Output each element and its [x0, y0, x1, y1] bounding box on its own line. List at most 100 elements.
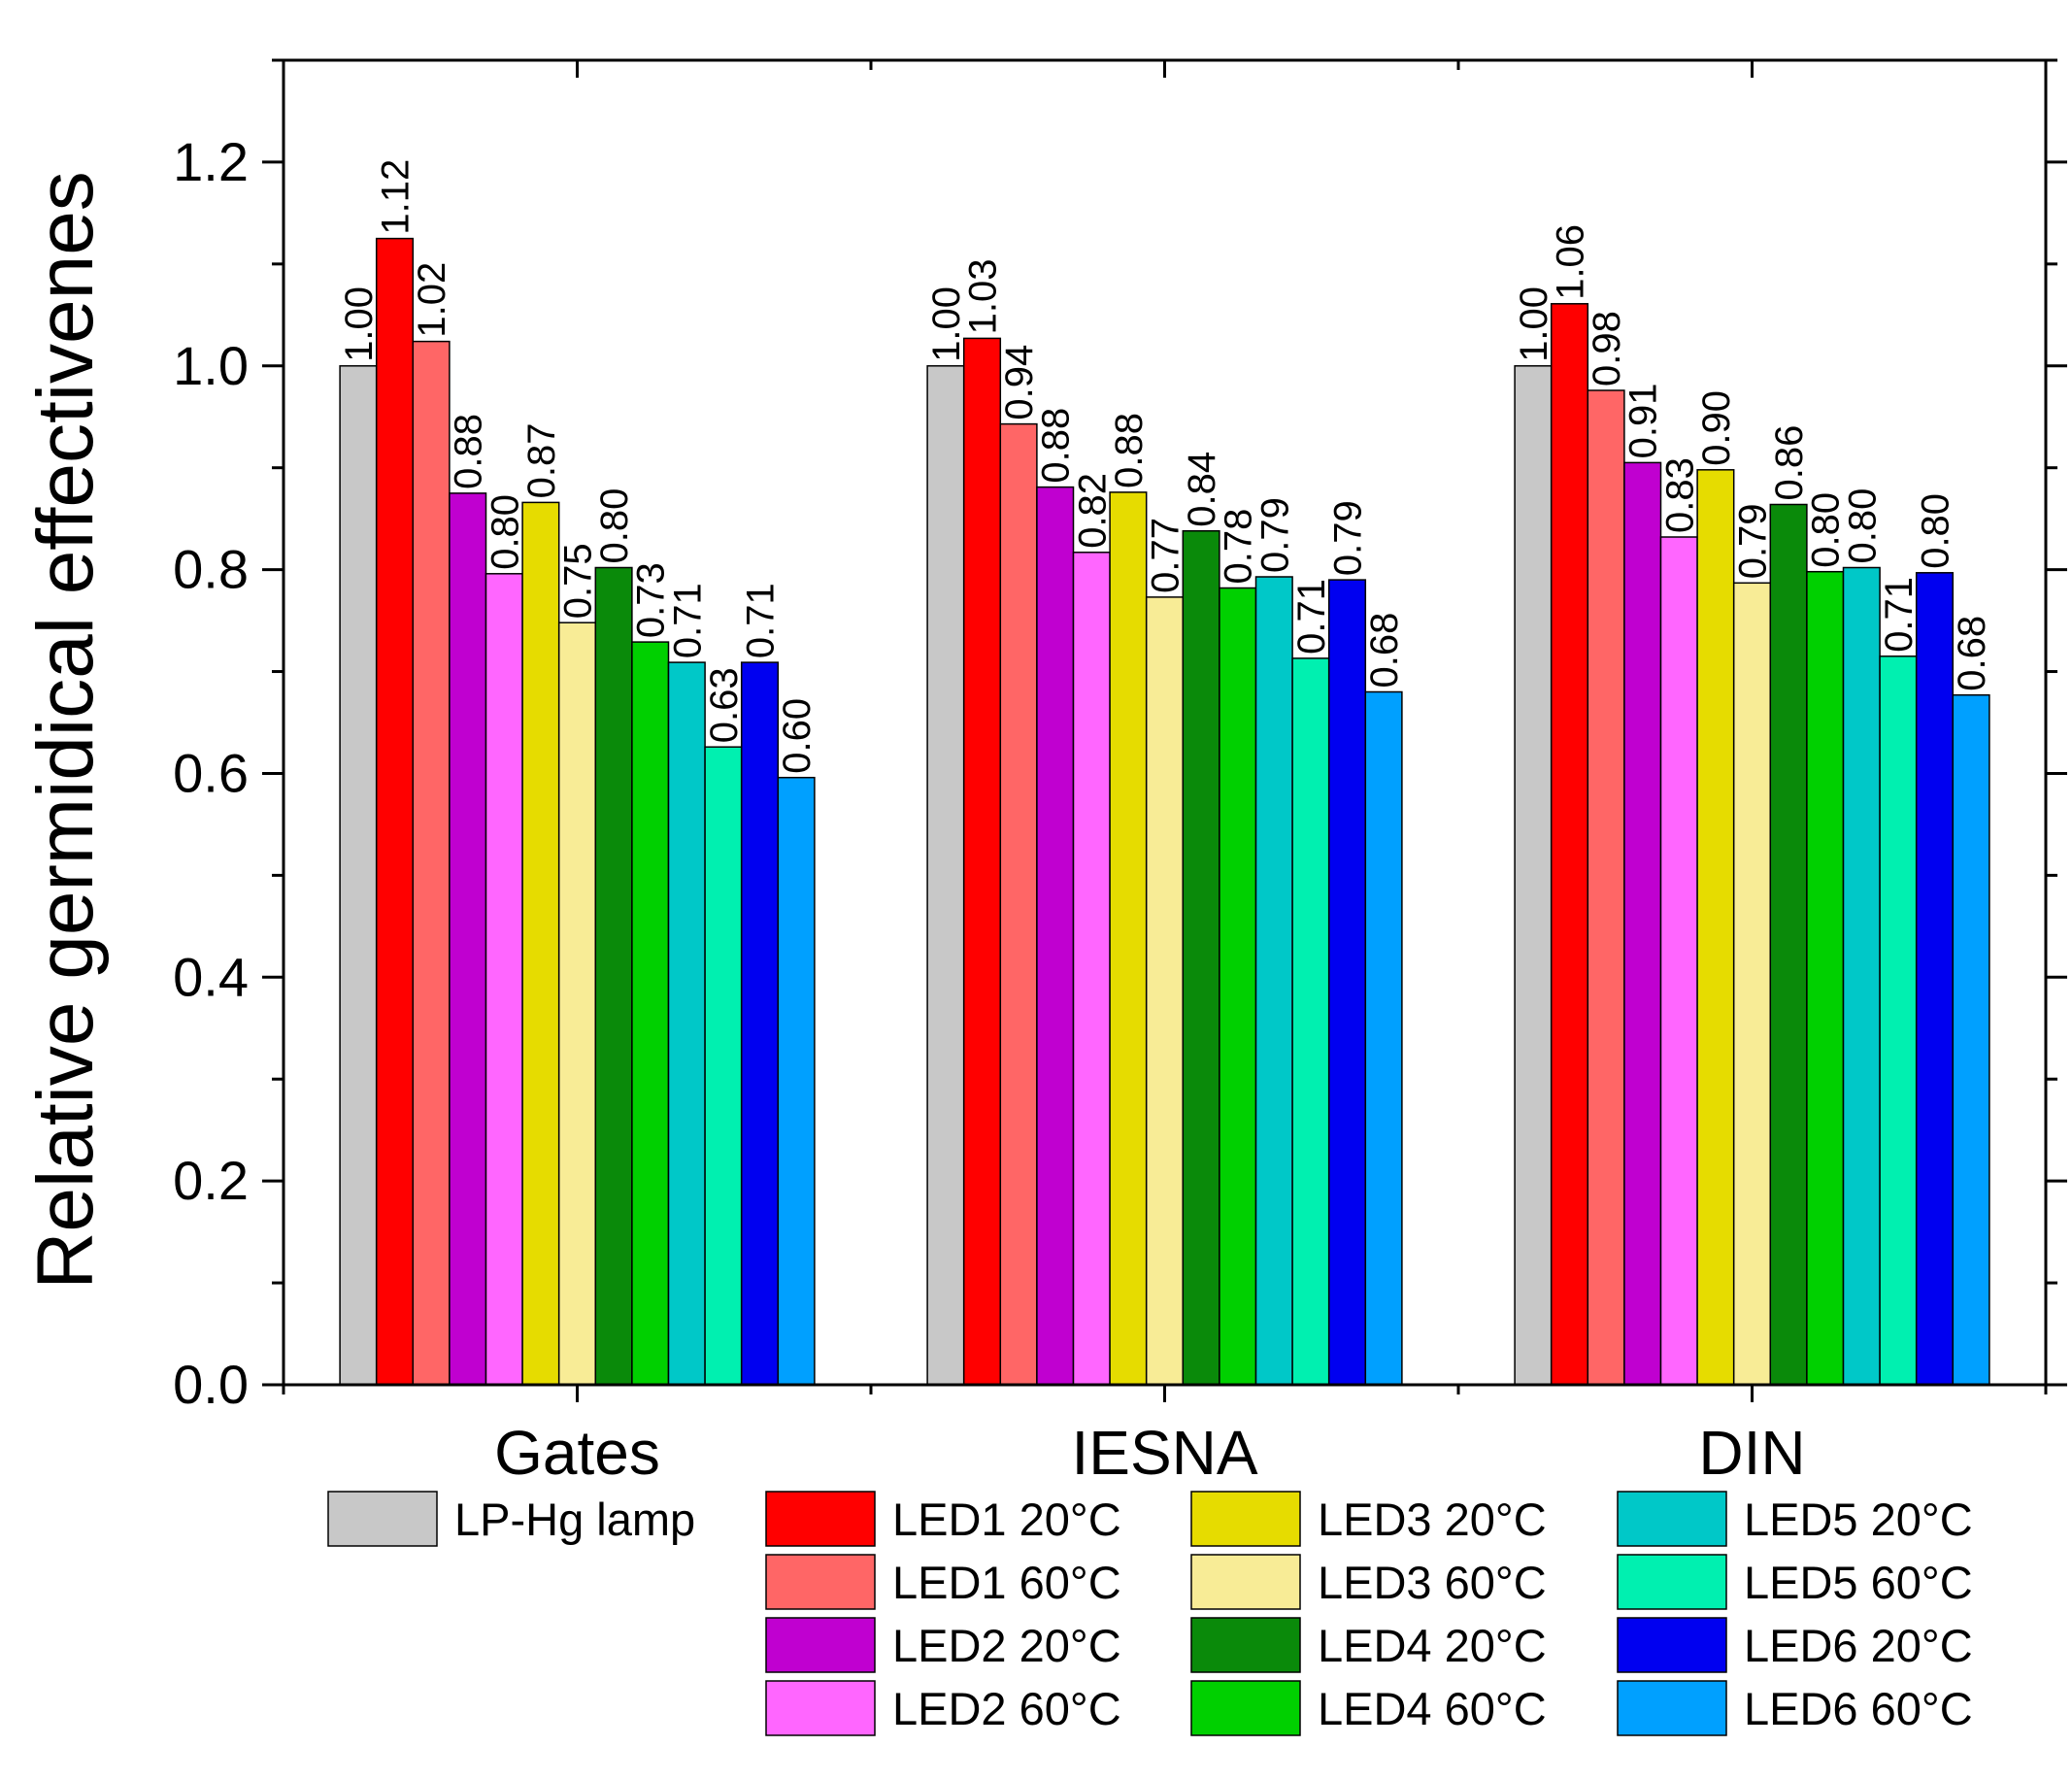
bar-iesna-8: [1219, 587, 1257, 1386]
data-label: 0.68: [1363, 613, 1406, 688]
bar-din-0: [1514, 365, 1553, 1386]
data-label: 0.73: [630, 562, 673, 638]
data-label: 1.02: [411, 262, 453, 338]
data-label: 0.71: [1290, 579, 1333, 655]
bar-din-6: [1732, 582, 1772, 1386]
bar-gates-5: [521, 501, 560, 1386]
data-label: 0.80: [1915, 493, 1957, 569]
data-label: 0.83: [1658, 457, 1701, 533]
data-label: 0.71: [1878, 577, 1921, 653]
data-label: 0.79: [1327, 500, 1370, 576]
x-tick-label: DIN: [1698, 1418, 1805, 1488]
bar-iesna-0: [926, 365, 965, 1386]
legend-label: LED3 60°C: [1318, 1557, 1547, 1608]
legend-swatch: [1617, 1680, 1727, 1736]
legend-swatch: [1617, 1617, 1727, 1673]
bar-gates-11: [740, 661, 780, 1386]
x-tick-label: Gates: [494, 1418, 660, 1488]
legend-swatch: [765, 1491, 876, 1547]
data-label: 1.06: [1550, 224, 1592, 300]
data-label: 0.77: [1145, 518, 1187, 593]
bar-din-7: [1769, 503, 1808, 1386]
bar-din-8: [1806, 570, 1845, 1386]
legend-label: LED6 60°C: [1744, 1683, 1973, 1734]
data-label: 0.78: [1218, 509, 1260, 585]
legend-label: LED3 20°C: [1318, 1494, 1547, 1545]
bar-gates-4: [485, 573, 523, 1386]
data-label: 1.00: [338, 286, 381, 362]
bar-din-10: [1879, 655, 1918, 1386]
bar-gates-8: [631, 641, 670, 1386]
legend-swatch: [1190, 1617, 1301, 1673]
legend-label: LED2 20°C: [892, 1620, 1121, 1671]
data-label: 0.90: [1695, 390, 1738, 466]
data-label: 0.82: [1071, 473, 1114, 549]
data-label: 1.03: [962, 259, 1005, 335]
legend-swatch: [765, 1617, 876, 1673]
data-label: 0.87: [520, 423, 563, 499]
y-tick-label: 0.6: [173, 742, 249, 803]
legend-label: LED5 20°C: [1744, 1494, 1973, 1545]
data-label: 0.88: [1108, 413, 1151, 488]
bar-din-4: [1659, 536, 1698, 1386]
data-label: 0.75: [557, 543, 600, 619]
data-label: 0.80: [1841, 488, 1884, 564]
y-tick-label: 1.0: [173, 335, 249, 396]
data-label: 0.60: [776, 698, 819, 774]
data-label: 0.88: [448, 414, 490, 489]
bar-gates-12: [777, 776, 816, 1386]
bar-iesna-4: [1072, 552, 1111, 1386]
y-tick-label: 0.4: [173, 946, 249, 1007]
bar-din-12: [1952, 693, 1990, 1386]
data-label: 0.80: [593, 488, 636, 564]
bar-iesna-11: [1327, 579, 1367, 1386]
data-label: 0.80: [1805, 492, 1848, 568]
data-label: 0.79: [1253, 497, 1296, 573]
axes: Gates IESNA DIN 0.0 0.2 0.4 0.6 0.8 1.0 1.2: [173, 58, 2067, 1488]
y-axis-label: Relative germidical effectivenes: [21, 171, 110, 1290]
bar-iesna-1: [962, 337, 1002, 1386]
bar-iesna-6: [1145, 596, 1185, 1386]
data-label: 1.00: [1513, 286, 1555, 362]
data-label: 0.88: [1035, 408, 1078, 484]
data-label: 1.00: [925, 286, 968, 362]
bar-gates-9: [667, 661, 706, 1386]
bar-din-11: [1915, 572, 1955, 1386]
data-label: 0.94: [998, 345, 1041, 420]
y-tick-label: 0.8: [173, 539, 249, 600]
data-label: 0.71: [666, 583, 709, 658]
bar-gates-3: [449, 492, 487, 1386]
data-label: 0.71: [740, 583, 783, 658]
legend-label: LED1 20°C: [892, 1494, 1121, 1545]
bar-iesna-9: [1254, 576, 1293, 1386]
data-label: 0.98: [1586, 311, 1628, 386]
legend-swatch: [1190, 1554, 1301, 1610]
y-tick-label: 0.2: [173, 1150, 249, 1211]
y-tick-label: 0.0: [173, 1354, 249, 1415]
data-label: 0.79: [1732, 503, 1775, 579]
bar-din-1: [1550, 303, 1589, 1386]
data-label: 0.91: [1622, 384, 1665, 459]
legend-swatch: [1190, 1680, 1301, 1736]
legend-swatch: [765, 1680, 876, 1736]
bar-gates-6: [557, 621, 597, 1386]
plot-frame: [282, 58, 2048, 1387]
bar-iesna-12: [1364, 690, 1403, 1386]
bar-din-9: [1842, 566, 1881, 1386]
legend-swatch: [1617, 1554, 1727, 1610]
bar-iesna-5: [1109, 491, 1148, 1386]
legend-swatch: [1617, 1491, 1727, 1547]
data-label: 0.86: [1768, 425, 1811, 501]
data-labels: 1.001.121.020.880.800.870.750.800.730.71…: [338, 159, 1993, 774]
legend-label: LED6 20°C: [1744, 1620, 1973, 1671]
bar-iesna-10: [1291, 657, 1330, 1386]
legend-label: LED1 60°C: [892, 1557, 1121, 1608]
legend: LP-Hg lamp LED1 20°C LED1 60°C LED2 20°C LED…: [327, 1491, 1973, 1736]
bar-din-3: [1623, 461, 1662, 1386]
bar-gates-0: [339, 365, 378, 1386]
data-label: 0.84: [1181, 452, 1223, 527]
bar-gates-10: [704, 746, 743, 1386]
bar-din-2: [1587, 389, 1625, 1386]
bar-iesna-2: [999, 422, 1038, 1386]
